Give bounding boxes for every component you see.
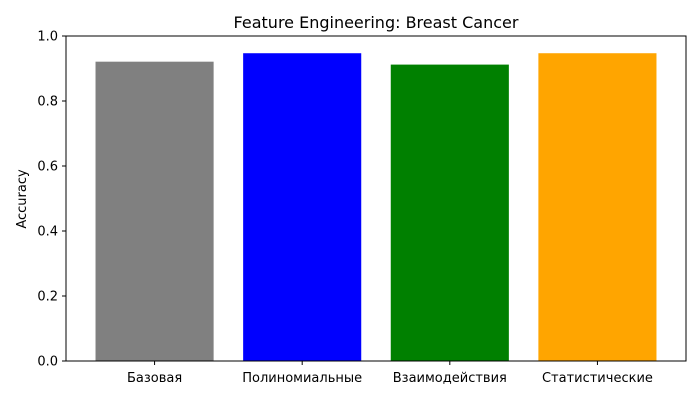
bar-0 [95,61,214,362]
x-ticks-group: Базовая Полиномиальные Взаимодействия Стати… [127,361,653,386]
y-ticks-group: 0.0 0.2 0.4 0.6 0.8 1.0 [37,30,66,370]
chart-title: Feature Engineering: Breast Cancer [234,13,519,32]
bars-group [95,53,657,362]
bar-3 [538,53,657,361]
x-tick-label-2: Взаимодействия [393,371,507,386]
x-tick-label-1: Полиномиальные [242,371,362,386]
y-tick-label-5: 1.0 [37,30,58,45]
y-tick-label-3: 0.6 [37,160,58,175]
bar-1 [243,53,362,361]
y-tick-label-1: 0.2 [37,290,58,305]
y-tick-label-4: 0.8 [37,95,58,110]
y-axis-label: Accuracy [15,169,30,229]
x-tick-label-3: Статистические [542,371,653,386]
x-tick-label-0: Базовая [127,371,182,386]
y-tick-label-0: 0.0 [37,355,58,370]
bar-2 [390,64,509,361]
y-tick-label-2: 0.4 [37,225,58,240]
plot-frame [65,35,687,362]
